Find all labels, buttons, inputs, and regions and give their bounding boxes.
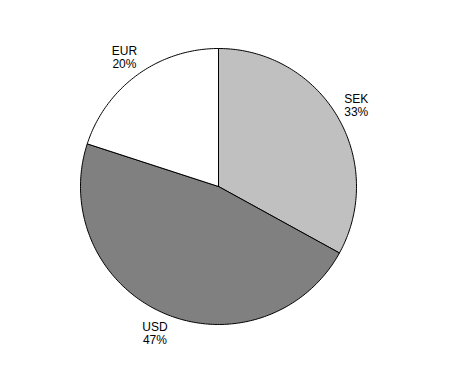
svg-text:SEK33%: SEK33% — [344, 92, 368, 119]
svg-text:USD47%: USD47% — [142, 320, 168, 347]
svg-text:EUR20%: EUR20% — [112, 44, 138, 71]
